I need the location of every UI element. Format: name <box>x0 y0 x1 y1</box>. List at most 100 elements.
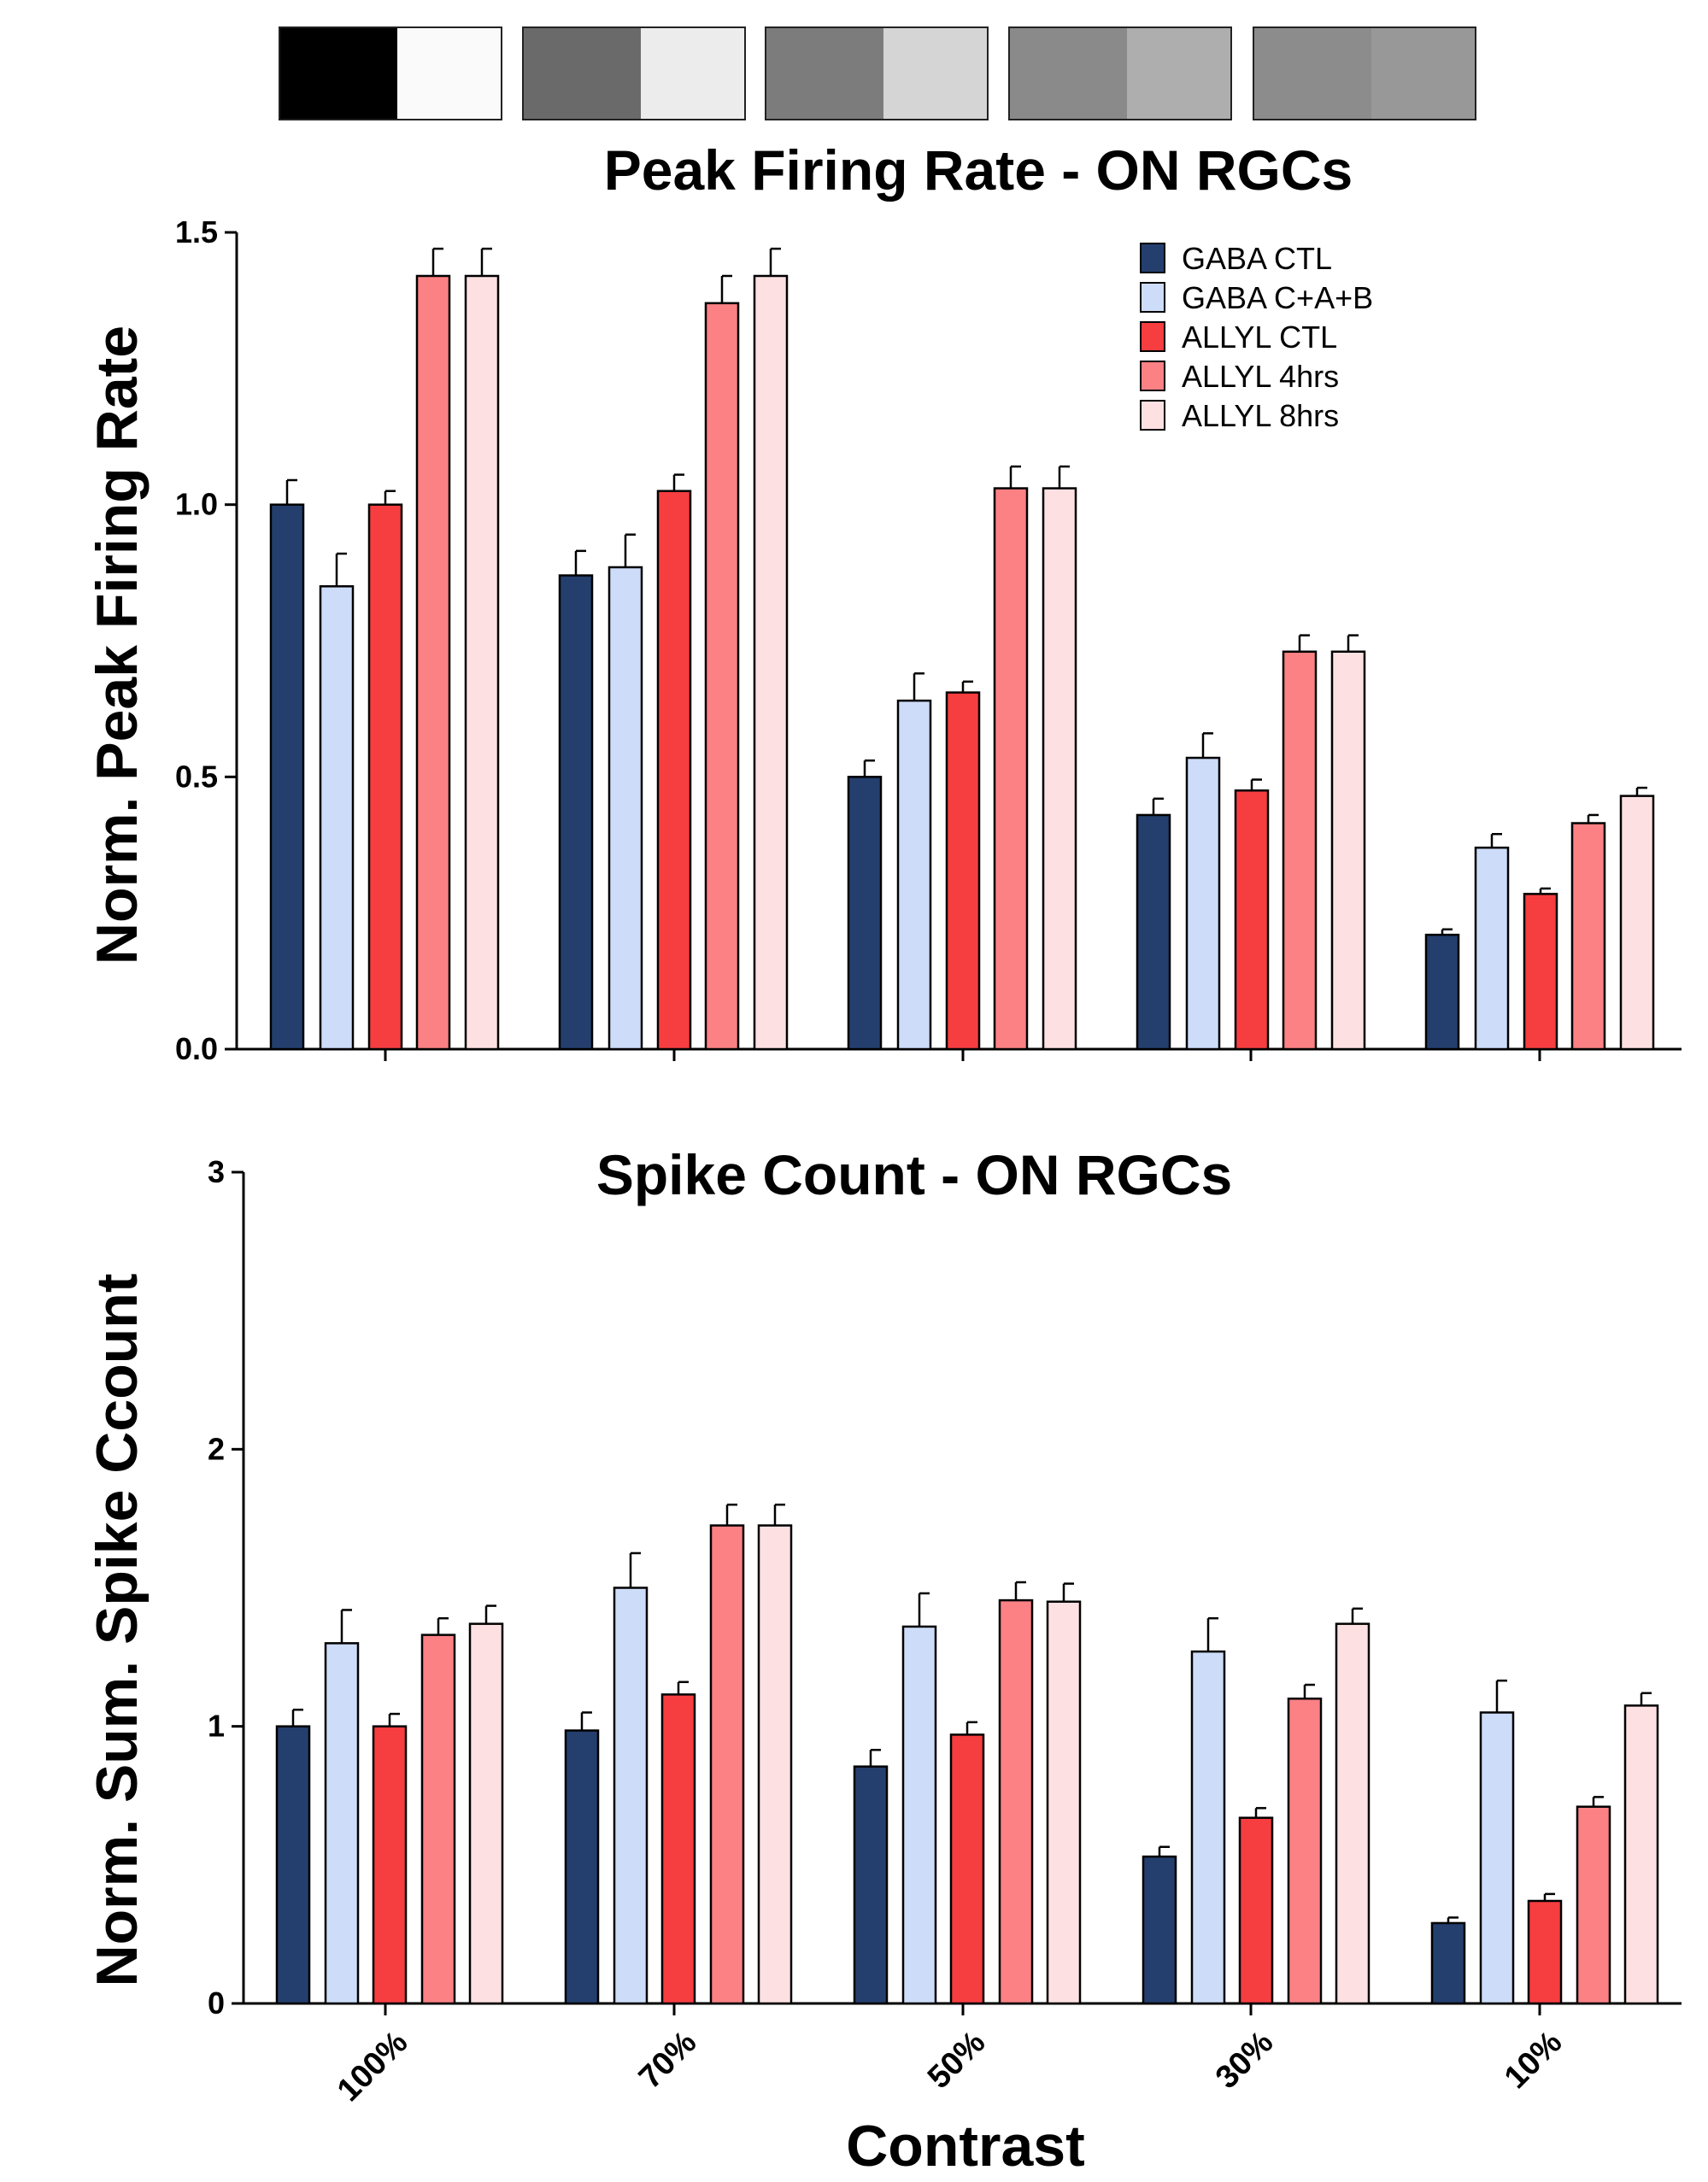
bar <box>275 1725 311 2005</box>
contrast-strip <box>279 26 1476 120</box>
contrast-swatch-dark <box>1009 27 1127 120</box>
bar <box>1142 1855 1177 2005</box>
y-tick-label: 0.0 <box>175 1031 218 1066</box>
bar <box>269 503 305 1051</box>
y-tick-label: 1.5 <box>175 214 218 249</box>
bar <box>656 490 692 1051</box>
legend-swatch <box>1140 400 1165 431</box>
contrast-swatch-dark <box>523 27 641 120</box>
bar <box>1330 650 1366 1051</box>
bar <box>367 503 403 1051</box>
bar <box>1136 813 1171 1051</box>
y-tick-label: 0.5 <box>175 759 218 794</box>
bar <box>1287 1697 1323 2005</box>
bar <box>945 691 981 1051</box>
legend-label: GABA C+A+B <box>1182 280 1373 315</box>
legend-label: GABA CTL <box>1182 241 1332 276</box>
y-tick-label: 1.0 <box>175 487 218 522</box>
y-tick-label: 2 <box>208 1431 225 1466</box>
contrast-swatch-light <box>1371 27 1476 120</box>
contrast-swatch-border <box>522 26 746 120</box>
bar <box>1576 1805 1611 2005</box>
bar <box>1479 1711 1515 2005</box>
bar <box>324 1642 360 2005</box>
legend-label: ALLYL CTL <box>1182 320 1337 355</box>
bar <box>1527 1899 1563 2005</box>
x-tick-label: 30% <box>1209 2025 1280 2096</box>
y-axis-label: Norm. Sum. Spike Ccount <box>85 1274 150 1987</box>
contrast-swatch-dark <box>766 27 883 120</box>
bar <box>613 1587 649 2005</box>
bar <box>901 1625 937 2005</box>
bar <box>420 1634 456 2005</box>
contrast-swatch-border <box>1253 26 1476 120</box>
bar <box>558 574 594 1051</box>
bar <box>660 1693 696 2005</box>
contrast-swatch-light <box>397 27 502 120</box>
bar <box>704 302 740 1051</box>
legend-swatch <box>1140 243 1165 273</box>
bar <box>998 1598 1034 2005</box>
contrast-swatch-light <box>883 27 988 120</box>
bar <box>1523 893 1558 1051</box>
legend-swatch <box>1140 282 1165 313</box>
x-tick-label: 70% <box>632 2025 703 2096</box>
bar <box>896 699 932 1051</box>
bar <box>319 585 355 1051</box>
contrast-swatch-border <box>279 26 502 120</box>
bar <box>1185 756 1221 1051</box>
bar <box>993 487 1029 1051</box>
y-tick-label: 1 <box>208 1709 225 1744</box>
contrast-swatch-dark <box>279 27 397 120</box>
bar <box>415 274 451 1051</box>
bar <box>1570 822 1606 1051</box>
bar <box>1190 1650 1226 2005</box>
chart-title: Spike Count - ON RGCs <box>596 1143 1232 1206</box>
legend-label: ALLYL 8hrs <box>1182 398 1339 433</box>
bar <box>564 1729 600 2005</box>
bar <box>464 274 500 1051</box>
x-tick-label: 50% <box>921 2025 992 2096</box>
bar <box>949 1733 985 2005</box>
bar <box>1238 1816 1274 2005</box>
bar <box>1430 1921 1466 2005</box>
bar <box>853 1765 889 2005</box>
bar <box>1282 650 1318 1051</box>
contrast-swatch-border <box>765 26 989 120</box>
bar <box>1046 1600 1082 2005</box>
peak-firing-rate-chart: Peak Firing Rate - ON RGCs Norm. Peak Fi… <box>85 138 1682 1066</box>
bar <box>607 566 643 1051</box>
bar <box>709 1524 745 2005</box>
bar <box>753 274 789 1051</box>
bar <box>468 1622 504 2005</box>
y-axis-label: Norm. Peak Firing Rate <box>85 326 150 965</box>
bar <box>757 1524 793 2005</box>
bar <box>847 776 883 1051</box>
bar <box>372 1725 408 2005</box>
bar <box>1474 846 1510 1051</box>
legend-swatch <box>1140 321 1165 352</box>
plot-area: 0 1 2 3 100% 70% 50% 30% 10% <box>208 1154 1682 2109</box>
bar <box>1335 1622 1371 2005</box>
contrast-swatch-dark <box>1253 27 1371 120</box>
legend-swatch <box>1140 361 1165 391</box>
spike-count-chart: Spike Count - ON RGCs Norm. Sum. Spike C… <box>85 1143 1682 2109</box>
legend-label: ALLYL 4hrs <box>1182 359 1339 394</box>
plot-area: 0.0 0.5 1.0 1.5 <box>175 214 1682 1066</box>
x-axis-label: Contrast <box>846 2114 1085 2179</box>
legend: GABA CTL GABA C+A+B ALLYL CTL ALLYL 4hrs ALL… <box>1140 241 1373 433</box>
y-tick-label: 3 <box>208 1154 225 1189</box>
contrast-swatch-light <box>641 27 745 120</box>
bar <box>1042 487 1077 1051</box>
bar <box>1623 1704 1659 2005</box>
contrast-swatch-light <box>1127 27 1231 120</box>
bar <box>1424 933 1460 1051</box>
y-tick-label: 0 <box>208 1986 225 2021</box>
x-tick-label: 10% <box>1498 2025 1569 2096</box>
chart-title: Peak Firing Rate - ON RGCs <box>604 138 1353 202</box>
contrast-swatch-border <box>1008 26 1232 120</box>
bar <box>1234 789 1270 1051</box>
x-tick-label: 100% <box>331 2025 414 2109</box>
bar <box>1619 795 1655 1051</box>
